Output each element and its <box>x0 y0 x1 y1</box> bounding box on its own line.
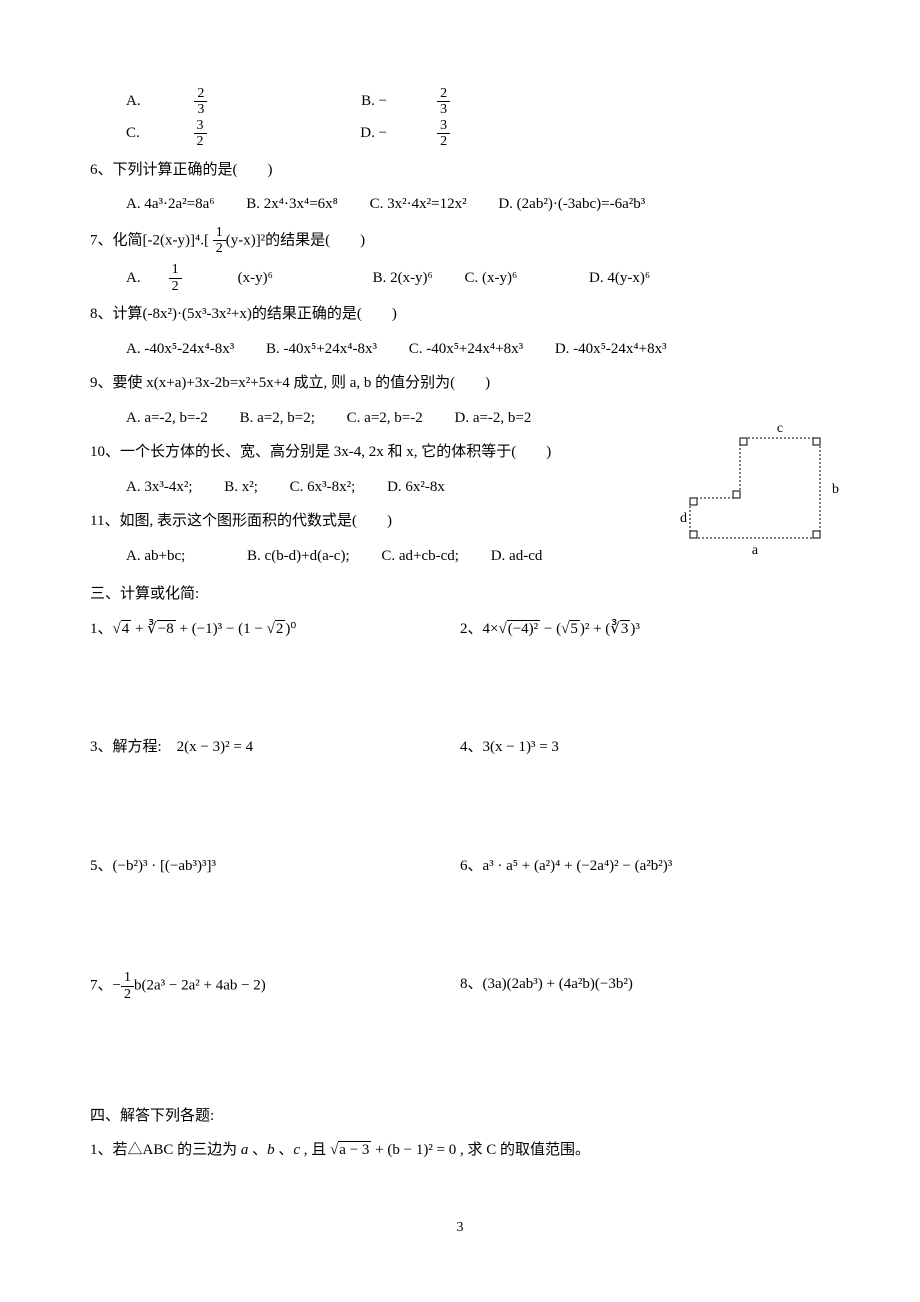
label: D. − <box>360 119 387 148</box>
q8-stem: 8、计算(-8x²)·(5x³-3x²+x)的结果正确的是( ) <box>90 300 830 329</box>
q7-stem: 7、化简[-2(x-y)]⁴.[ 12(y-x)]²的结果是( ) <box>90 225 830 257</box>
section4-title: 四、解答下列各题: <box>90 1102 830 1131</box>
q10-opt-a: A. 3x³-4x²; <box>126 473 193 502</box>
q11-opt-a: A. ab+bc; <box>126 542 185 571</box>
q11-opt-d: D. ad-cd <box>491 542 543 571</box>
q9-opt-c: C. a=2, b=-2 <box>347 404 423 433</box>
fig-label-a: a <box>752 543 759 558</box>
q6-options: A. 4a³·2a²=8a⁶ B. 2x⁴·3x⁴=6x⁸ C. 3x²·4x²… <box>90 190 830 219</box>
solve-q1: 1、若△ABC 的三边为 a 、b 、c , 且 a − 3 + (b − 1)… <box>90 1136 830 1165</box>
q9-opt-d: D. a=-2, b=2 <box>454 404 531 433</box>
q7-opt-b: B. 2(x-y)⁶ <box>373 264 433 293</box>
q9-stem: 9、要使 x(x+a)+3x-2b=x²+5x+4 成立, 则 a, b 的值分… <box>90 369 830 398</box>
calc-q6: 6、a³ · a⁵ + (a²)⁴ + (−2a⁴)² − (a²b²)³ <box>460 852 830 881</box>
calc-row-2: 3、解方程: 2(x − 3)² = 4 4、3(x − 1)³ = 3 <box>90 733 830 762</box>
q10-opt-b: B. x²; <box>224 473 258 502</box>
q6-stem: 6、下列计算正确的是( ) <box>90 156 830 185</box>
q9-opt-b: B. a=2, b=2; <box>240 404 315 433</box>
q5-opt-a: A. 23 <box>126 86 307 118</box>
calc-row-4: 7、−12b(2a³ − 2a² + 4ab − 2) 8、(3a)(2ab³)… <box>90 970 830 1002</box>
q6-opt-c: C. 3x²·4x²=12x² <box>370 190 467 219</box>
calc-q1: 1、4 + −8 + (−1)³ − (1 − 2)⁰ <box>90 615 460 644</box>
calc-q8: 8、(3a)(2ab³) + (4a²b)(−3b²) <box>460 970 830 1002</box>
calc-q5: 5、(−b²)³ · [(−ab³)³]³ <box>90 852 460 881</box>
calc-q4: 4、3(x − 1)³ = 3 <box>460 733 830 762</box>
q7-opt-a: A. 12(x-y)⁶ <box>126 262 301 294</box>
q8-opt-d: D. -40x⁵-24x⁴+8x³ <box>555 335 667 364</box>
label: A. <box>126 87 141 116</box>
calc-row-3: 5、(−b²)³ · [(−ab³)³]³ 6、a³ · a⁵ + (a²)⁴ … <box>90 852 830 881</box>
q11-opt-b: B. c(b-d)+d(a-c); <box>247 542 350 571</box>
q10-opt-d: D. 6x²-8x <box>387 473 445 502</box>
q5-opt-d: D. −32 <box>360 118 550 150</box>
q6-opt-d: D. (2ab²)·(-3abc)=-6a²b³ <box>498 190 645 219</box>
q8-opt-c: C. -40x⁵+24x⁴+8x³ <box>409 335 523 364</box>
q6-opt-b: B. 2x⁴·3x⁴=6x⁸ <box>246 190 338 219</box>
q7-options: A. 12(x-y)⁶ B. 2(x-y)⁶ C. (x-y)⁶ D. 4(y-… <box>90 262 830 294</box>
label: B. − <box>361 87 387 116</box>
q8-opt-b: B. -40x⁵+24x⁴-8x³ <box>266 335 377 364</box>
q10-opt-c: C. 6x³-8x²; <box>290 473 356 502</box>
fig-wrap: c b a d 10、一个长方体的长、宽、高分别是 3x-4, 2x 和 x, … <box>90 438 830 570</box>
fig-label-d: d <box>680 511 687 526</box>
q7-opt-c: C. (x-y)⁶ <box>465 264 518 293</box>
q11-opt-c: C. ad+cb-cd; <box>381 542 459 571</box>
fig-label-c: c <box>777 421 783 436</box>
q7-opt-d: D. 4(y-x)⁶ <box>589 264 650 293</box>
q5-options: A. 23 B. −23 C. 32 D. −32 <box>90 86 830 150</box>
fig-label-b: b <box>832 482 839 497</box>
q8-options: A. -40x⁵-24x⁴-8x³ B. -40x⁵+24x⁴-8x³ C. -… <box>90 335 830 364</box>
section3-title: 三、计算或化简: <box>90 580 830 609</box>
q5-opt-b: B. −23 <box>361 86 550 118</box>
q5-opt-c: C. 32 <box>126 118 307 150</box>
calc-q7: 7、−12b(2a³ − 2a² + 4ab − 2) <box>90 970 460 1002</box>
page-number: 3 <box>90 1215 830 1242</box>
q6-opt-a: A. 4a³·2a²=8a⁶ <box>126 190 214 219</box>
label: C. <box>126 119 140 148</box>
calc-row-1: 1、4 + −8 + (−1)³ − (1 − 2)⁰ 2、4×(−4)² − … <box>90 615 830 644</box>
calc-q2: 2、4×(−4)² − (5)² + (3)³ <box>460 615 830 644</box>
q8-opt-a: A. -40x⁵-24x⁴-8x³ <box>126 335 234 364</box>
calc-q3: 3、解方程: 2(x − 3)² = 4 <box>90 733 460 762</box>
q9-opt-a: A. a=-2, b=-2 <box>126 404 208 433</box>
l-shape-figure: c b a d <box>680 418 840 558</box>
